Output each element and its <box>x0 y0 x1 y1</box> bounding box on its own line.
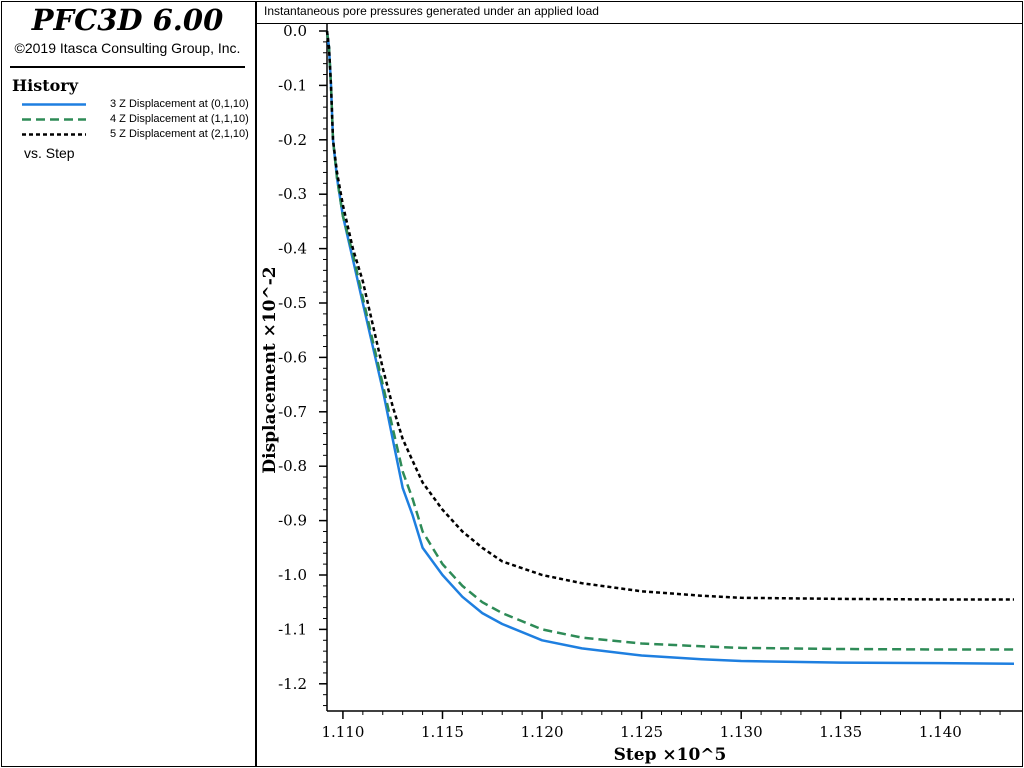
legend-panel <box>1 1 256 767</box>
y-tick-label: -1.1 <box>278 620 307 638</box>
x-tick-label: 1.135 <box>819 723 862 741</box>
y-tick-label: -0.3 <box>278 185 307 203</box>
app-title: PFC3D 6.00 <box>31 3 224 37</box>
y-tick-label: -1.0 <box>278 566 307 584</box>
chart-axes: 0.0 -0.1 -0.2 -0.3 -0.4 -0.5 -0.6 -0.7 -0.8 -0.9 -… <box>278 22 1022 741</box>
y-tick-label: 0.0 <box>283 22 307 40</box>
series-line-5 <box>325 30 1014 601</box>
x-tick-label: 1.110 <box>321 723 364 741</box>
y-tick-label: -0.9 <box>278 512 307 530</box>
series-line-3 <box>325 30 1015 665</box>
y-tick-label: -1.2 <box>278 675 307 693</box>
plot-title-divider <box>257 23 1022 24</box>
legend-label-series-3: 3 Z Displacement at (0,1,10) <box>110 98 249 110</box>
x-axis-title: Step ×10^5 <box>614 745 727 765</box>
y-tick-label: -0.7 <box>278 403 307 421</box>
legend-entry-series-5: 5 Z Displacement at (2,1,10) <box>22 127 254 142</box>
legend-swatch-series-5 <box>22 133 86 136</box>
x-tick-label: 1.140 <box>919 723 962 741</box>
legend-label-series-5: 5 Z Displacement at (2,1,10) <box>110 128 249 140</box>
x-tick-label: 1.125 <box>620 723 663 741</box>
legend-entry-series-4: 4 Z Displacement at (1,1,10) <box>22 112 254 127</box>
copyright-text: ©2019 Itasca Consulting Group, Inc. <box>14 40 241 56</box>
y-tick-label: -0.4 <box>278 240 307 258</box>
y-axis-title: Displacement ×10^-2 <box>260 266 280 473</box>
series-line-4 <box>325 30 1014 651</box>
chart-title: Instantaneous pore pressures generated u… <box>264 4 599 18</box>
y-tick-label: -0.6 <box>278 348 307 366</box>
legend-vs-label: vs. Step <box>24 145 75 161</box>
legend-label-series-4: 4 Z Displacement at (1,1,10) <box>110 113 249 125</box>
legend-entry-series-3: 3 Z Displacement at (0,1,10) <box>22 97 254 112</box>
y-tick-label: -0.8 <box>278 457 307 475</box>
chart-series <box>325 30 1015 665</box>
legend-swatch-series-4 <box>22 118 86 121</box>
legend-heading: History <box>12 76 78 95</box>
x-tick-label: 1.120 <box>521 723 564 741</box>
legend-swatch-series-3 <box>22 103 86 106</box>
y-tick-label: -0.2 <box>278 131 307 149</box>
legend-divider <box>10 66 245 68</box>
x-tick-label: 1.130 <box>720 723 763 741</box>
y-tick-label: -0.1 <box>278 76 307 94</box>
y-tick-label: -0.5 <box>278 294 307 312</box>
x-tick-label: 1.115 <box>421 723 464 741</box>
